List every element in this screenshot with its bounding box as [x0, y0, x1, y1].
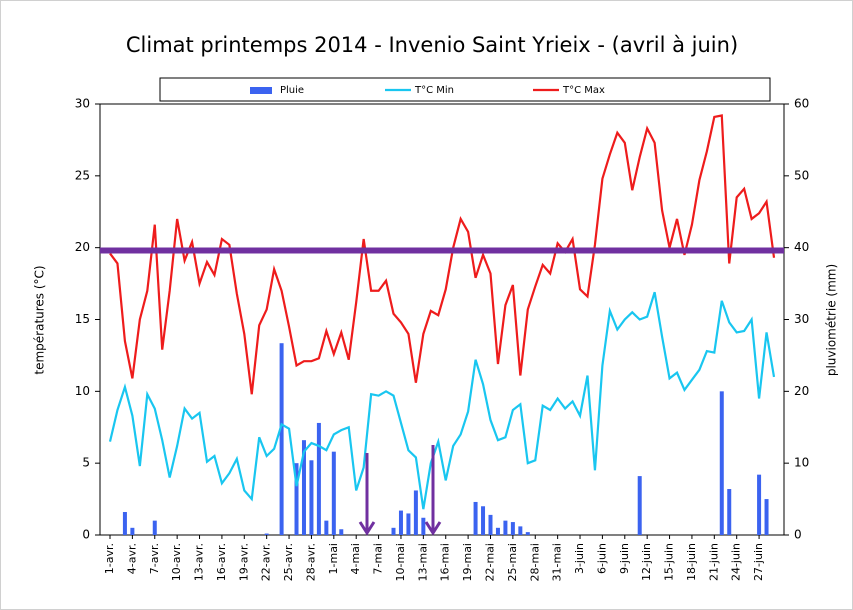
bar	[316, 422, 321, 535]
chart-title: Climat printemps 2014 - Invenio Saint Yr…	[126, 33, 738, 57]
bar	[719, 391, 724, 535]
y2-tick-label: 20	[794, 384, 809, 398]
y-tick-label: 15	[75, 312, 90, 326]
arrow-head	[424, 521, 442, 536]
y2-tick-label: 10	[794, 456, 809, 470]
x-tick-label: 15-juin	[663, 543, 676, 581]
x-tick-label: 12-juin	[640, 543, 653, 581]
bar	[518, 526, 523, 535]
y-tick-label: 20	[75, 240, 90, 254]
x-tick-label: 25-mai	[506, 543, 519, 581]
x-tick-label: 7-avr.	[148, 543, 161, 574]
bar	[727, 489, 732, 535]
legend-box	[159, 77, 771, 102]
bar	[473, 501, 478, 535]
bar	[503, 520, 508, 535]
bar	[122, 512, 127, 535]
bar	[279, 343, 284, 535]
bar	[324, 520, 329, 535]
y2-tick-label: 40	[794, 240, 809, 254]
bar	[152, 520, 157, 535]
y2-axis-title: pluviométrie (mm)	[825, 264, 839, 376]
y2-tick-label: 50	[794, 168, 809, 182]
x-tick-label: 3-juin	[573, 543, 586, 574]
x-tick-label: 21-juin	[707, 543, 720, 581]
x-tick-label: 10-mai	[394, 543, 407, 581]
x-tick-label: 19-mai	[461, 543, 474, 581]
bar	[398, 510, 403, 535]
x-tick-label: 4-mai	[349, 543, 362, 574]
y-tick-label: 10	[75, 384, 90, 398]
y-tick-label: 30	[75, 97, 90, 111]
bar	[309, 460, 314, 535]
x-tick-label: 1-avr.	[103, 543, 116, 574]
x-tick-label: 24-juin	[730, 543, 743, 581]
x-tick-label: 28-avr.	[304, 543, 317, 581]
bar	[525, 532, 530, 535]
y-tick-label: 5	[82, 456, 90, 470]
bar	[637, 476, 642, 535]
x-tick-label: 16-avr.	[215, 543, 228, 581]
y2-tick-label: 60	[794, 97, 809, 111]
legend-label: Pluie	[280, 85, 304, 96]
bar	[339, 529, 344, 535]
bar	[421, 517, 426, 535]
x-tick-label: 6-juin	[595, 543, 608, 574]
x-tick-label: 19-avr.	[237, 543, 250, 581]
x-tick-label: 1-mai	[327, 543, 340, 574]
x-tick-label: 13-avr.	[193, 543, 206, 581]
y2-tick-label: 0	[794, 528, 802, 542]
x-tick-label: 4-avr.	[125, 543, 138, 574]
x-tick-label: 31-mai	[551, 543, 564, 581]
y-tick-label: 0	[82, 528, 90, 542]
x-tick-label: 16-mai	[439, 543, 452, 581]
bar	[495, 527, 500, 535]
bar	[510, 522, 515, 535]
line	[109, 114, 776, 395]
bar	[331, 451, 336, 535]
legend-label: T°C Max	[562, 85, 605, 96]
bar	[406, 513, 411, 535]
x-tick-label: 22-mai	[483, 543, 496, 581]
bar	[764, 499, 769, 535]
x-tick-label: 25-avr.	[282, 543, 295, 581]
x-tick-label: 9-juin	[618, 543, 631, 574]
line	[108, 291, 776, 510]
x-tick-label: 10-avr.	[170, 543, 183, 581]
legend-label: T°C Min	[414, 85, 454, 96]
x-tick-label: 28-mai	[528, 543, 541, 581]
bar	[757, 474, 762, 535]
bar	[488, 514, 493, 535]
bar	[301, 440, 306, 535]
x-tick-label: 18-juin	[685, 543, 698, 581]
y2-tick-label: 30	[794, 312, 809, 326]
y-tick-label: 25	[75, 168, 90, 182]
arrow-head	[358, 521, 376, 536]
arrows	[358, 445, 442, 536]
bar	[413, 490, 418, 535]
bar	[264, 533, 269, 535]
bar	[481, 506, 486, 535]
x-tick-label: 27-juin	[752, 543, 765, 581]
bar	[391, 527, 396, 535]
legend-swatch	[250, 87, 272, 94]
x-tick-label: 22-avr.	[260, 543, 273, 581]
y-axis-title: températures (°C)	[33, 265, 47, 374]
bar	[294, 463, 299, 535]
x-tick-label: 7-mai	[372, 543, 385, 574]
x-tick-label: 13-mai	[416, 543, 429, 581]
bar	[130, 527, 135, 535]
